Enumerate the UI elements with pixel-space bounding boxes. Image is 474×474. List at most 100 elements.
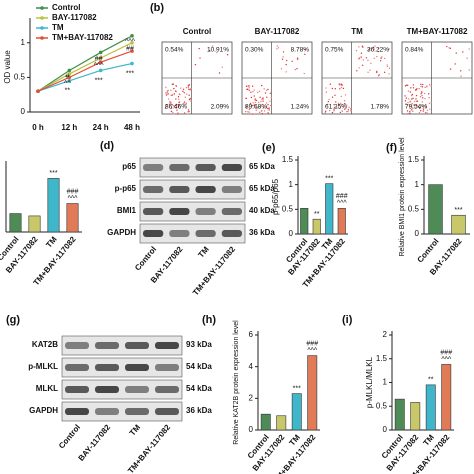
event-dot — [421, 97, 424, 99]
lane-label: Control — [133, 245, 158, 273]
event-dot — [388, 48, 390, 50]
y-axis-label: p-p65/p65 — [271, 178, 280, 215]
blot-band — [221, 230, 242, 237]
point — [98, 50, 103, 55]
event-dot — [449, 47, 452, 50]
event-dot — [255, 106, 257, 108]
event-dot — [378, 74, 380, 77]
event-dot — [348, 106, 350, 109]
event-dot — [369, 47, 371, 50]
event-dot — [165, 103, 168, 106]
event-dot — [245, 85, 248, 88]
event-dot — [177, 104, 179, 106]
point — [98, 68, 103, 73]
event-dot — [189, 89, 191, 91]
blot-band — [65, 364, 89, 371]
event-dot — [420, 91, 423, 93]
event-dot — [376, 70, 378, 73]
event-dot — [420, 85, 422, 88]
point — [130, 61, 134, 66]
event-dot — [324, 112, 327, 114]
blot-band — [143, 164, 164, 171]
event-dot — [263, 110, 266, 112]
blot-band — [195, 208, 216, 215]
y-tick-label: 2 — [249, 393, 254, 402]
event-dot — [331, 87, 334, 90]
event-dot — [249, 107, 251, 110]
point — [130, 40, 134, 45]
blot-kda: 54 kDa — [186, 362, 212, 371]
y-tick-label: 1.5 — [408, 155, 420, 164]
blot-band — [221, 186, 242, 193]
y-axis-label: p-MLKL/MLKL — [365, 356, 374, 408]
event-dot — [374, 45, 376, 47]
point — [67, 72, 72, 76]
event-dot — [185, 102, 187, 104]
event-dot — [407, 112, 409, 115]
event-dot — [262, 103, 264, 106]
event-dot — [333, 110, 335, 112]
y-tick-label: 0.5 — [376, 401, 388, 410]
event-dot — [423, 92, 426, 95]
blot-strip — [61, 379, 183, 400]
event-dot — [261, 84, 263, 87]
y-tick-label: 0 — [383, 425, 388, 434]
blot-kda: 36 kDa — [186, 406, 212, 415]
event-dot — [264, 92, 267, 94]
event-dot — [411, 98, 413, 100]
y-tick-label: 1.5 — [282, 155, 294, 164]
event-dot — [422, 83, 424, 86]
point — [67, 75, 72, 80]
y-tick-label: 2 — [383, 330, 388, 339]
event-dot — [334, 94, 336, 97]
event-dot — [379, 60, 382, 62]
event-dot — [430, 101, 432, 104]
event-dot — [260, 100, 262, 103]
event-dot — [360, 56, 362, 58]
blot-row-label: p65 — [122, 162, 136, 171]
event-dot — [178, 98, 180, 100]
series-line — [37, 50, 133, 92]
event-dot — [409, 112, 411, 114]
event-dot — [427, 93, 430, 95]
event-dot — [173, 93, 176, 95]
series-line — [37, 62, 133, 92]
event-dot — [188, 110, 191, 113]
event-dot — [339, 88, 341, 90]
significance-mark: ## — [126, 46, 134, 53]
lane-label: TM — [128, 423, 143, 438]
point — [67, 68, 72, 73]
event-dot — [177, 96, 180, 98]
significance-mark: ^^^ — [68, 195, 79, 202]
event-dot — [339, 107, 341, 110]
event-dot — [421, 94, 423, 97]
bar — [9, 213, 22, 233]
event-dot — [186, 93, 188, 95]
event-dot — [428, 102, 431, 105]
event-dot — [285, 71, 287, 73]
event-dot — [277, 47, 280, 49]
event-dot — [172, 111, 174, 114]
event-dot — [421, 101, 424, 103]
blot-band — [125, 386, 149, 393]
event-dot — [253, 89, 255, 91]
blot-band — [95, 364, 119, 371]
event-dot — [418, 88, 420, 90]
event-dot — [303, 72, 305, 75]
event-dot — [333, 106, 336, 109]
blot-row-label: p-MLKL — [28, 362, 58, 371]
event-dot — [190, 87, 192, 90]
blot-row-label: BMI1 — [117, 206, 137, 215]
point — [98, 56, 103, 60]
significance-mark: ## — [95, 55, 103, 62]
event-dot — [267, 88, 269, 91]
event-dot — [268, 107, 270, 109]
panel-label: (i) — [342, 314, 353, 326]
event-dot — [249, 102, 252, 105]
bar — [47, 178, 60, 233]
event-dot — [177, 113, 179, 115]
event-dot — [182, 88, 185, 90]
blot-row-label: MLKL — [36, 384, 58, 393]
event-dot — [253, 104, 255, 106]
event-dot — [373, 48, 375, 50]
